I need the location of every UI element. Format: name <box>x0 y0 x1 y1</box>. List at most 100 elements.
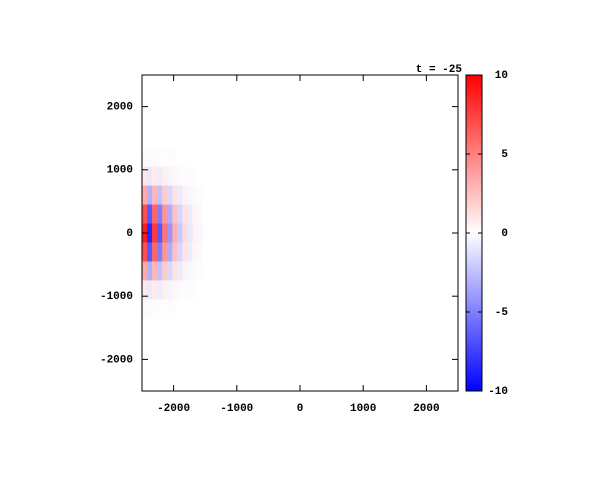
heatmap-cell <box>187 299 193 319</box>
annotation: t = -25 <box>416 64 463 76</box>
heatmap-cell <box>177 185 183 205</box>
y-tick-label: 0 <box>126 228 133 240</box>
heatmap-cell <box>152 261 158 281</box>
heatmap-cell <box>187 223 193 243</box>
heatmap-cell <box>147 280 153 300</box>
heatmap-cell <box>172 204 178 224</box>
heatmap-cell <box>157 299 163 319</box>
heatmap-cell <box>142 204 148 224</box>
heatmap-cell <box>177 299 183 319</box>
heatmap-cell <box>192 242 198 262</box>
heatmap-cell <box>197 280 203 300</box>
heatmap-cell <box>182 223 188 243</box>
heatmap-cell <box>142 147 148 167</box>
heatmap-cell <box>167 147 173 167</box>
heatmap-cell <box>182 299 188 319</box>
heatmap-cell <box>157 147 163 167</box>
colorbar-tick-label: 0 <box>501 228 508 240</box>
heatmap-cell <box>152 242 158 262</box>
x-tick-label: 2000 <box>413 403 439 415</box>
x-tick-label: 0 <box>297 403 304 415</box>
heatmap-cell <box>147 185 153 205</box>
heatmap-cell <box>167 204 173 224</box>
heatmap-cell <box>182 185 188 205</box>
heatmap-cell <box>187 166 193 186</box>
heatmap-cell <box>162 185 168 205</box>
heatmap-cell <box>177 242 183 262</box>
heatmap-cell <box>162 204 168 224</box>
heatmap-cell <box>162 280 168 300</box>
heatmap-cell <box>147 242 153 262</box>
heatmap-cell <box>152 185 158 205</box>
heatmap-cell <box>182 242 188 262</box>
heatmap-cell <box>147 204 153 224</box>
heatmap-cell <box>167 185 173 205</box>
heatmap-cell <box>157 223 163 243</box>
colorbar-tick-label: -10 <box>488 386 508 398</box>
heatmap-cell <box>167 299 173 319</box>
heatmap-cell <box>192 166 198 186</box>
colorbar-tick-label: -5 <box>495 307 509 319</box>
heatmap-cell <box>177 166 183 186</box>
heatmap-cell <box>182 261 188 281</box>
heatmap <box>142 147 203 319</box>
heatmap-cell <box>187 261 193 281</box>
heatmap-cell <box>177 280 183 300</box>
heatmap-cell <box>152 166 158 186</box>
heatmap-cell <box>172 299 178 319</box>
heatmap-cell <box>157 280 163 300</box>
heatmap-cell <box>142 166 148 186</box>
heatmap-cell <box>192 185 198 205</box>
heatmap-cell <box>192 204 198 224</box>
heatmap-cell <box>192 280 198 300</box>
heatmap-cell <box>167 261 173 281</box>
heatmap-cell <box>197 166 203 186</box>
heatmap-cell <box>177 261 183 281</box>
heatmap-cell <box>177 223 183 243</box>
heatmap-cell <box>167 242 173 262</box>
heatmap-cell <box>162 166 168 186</box>
heatmap-cell <box>187 147 193 167</box>
heatmap-cell <box>152 280 158 300</box>
heatmap-cell <box>197 204 203 224</box>
x-tick-label: -1000 <box>220 403 253 415</box>
heatmap-cell <box>162 223 168 243</box>
colorbar-tick-label: 5 <box>501 149 508 161</box>
heatmap-cell <box>197 185 203 205</box>
heatmap-cell <box>167 166 173 186</box>
heatmap-cell <box>157 166 163 186</box>
heatmap-cell <box>147 223 153 243</box>
heatmap-cell <box>147 261 153 281</box>
heatmap-cell <box>162 147 168 167</box>
heatmap-cell <box>197 299 203 319</box>
heatmap-cell <box>162 299 168 319</box>
x-tick-label: 1000 <box>350 403 376 415</box>
heatmap-cell <box>177 147 183 167</box>
heatmap-cell <box>142 261 148 281</box>
heatmap-cell <box>172 280 178 300</box>
heatmap-cell <box>157 261 163 281</box>
heatmap-cell <box>157 242 163 262</box>
heatmap-cell <box>197 242 203 262</box>
heatmap-cell <box>162 242 168 262</box>
heatmap-cell <box>182 280 188 300</box>
heatmap-cell <box>182 204 188 224</box>
heatmap-cell <box>152 147 158 167</box>
heatmap-cell <box>157 185 163 205</box>
y-tick-label: 1000 <box>107 165 133 177</box>
heatmap-cell <box>147 166 153 186</box>
heatmap-cell <box>197 223 203 243</box>
heatmap-cell <box>142 280 148 300</box>
heatmap-cell <box>147 147 153 167</box>
heatmap-cell <box>197 261 203 281</box>
heatmap-cell <box>157 204 163 224</box>
y-tick-label: -1000 <box>100 291 133 303</box>
x-tick-label: -2000 <box>157 403 190 415</box>
heatmap-cell <box>167 223 173 243</box>
heatmap-cell <box>192 147 198 167</box>
heatmap-cell <box>172 261 178 281</box>
heatmap-cell <box>187 280 193 300</box>
colorbar-tick-label: 10 <box>495 70 508 82</box>
heatmap-cell <box>142 185 148 205</box>
